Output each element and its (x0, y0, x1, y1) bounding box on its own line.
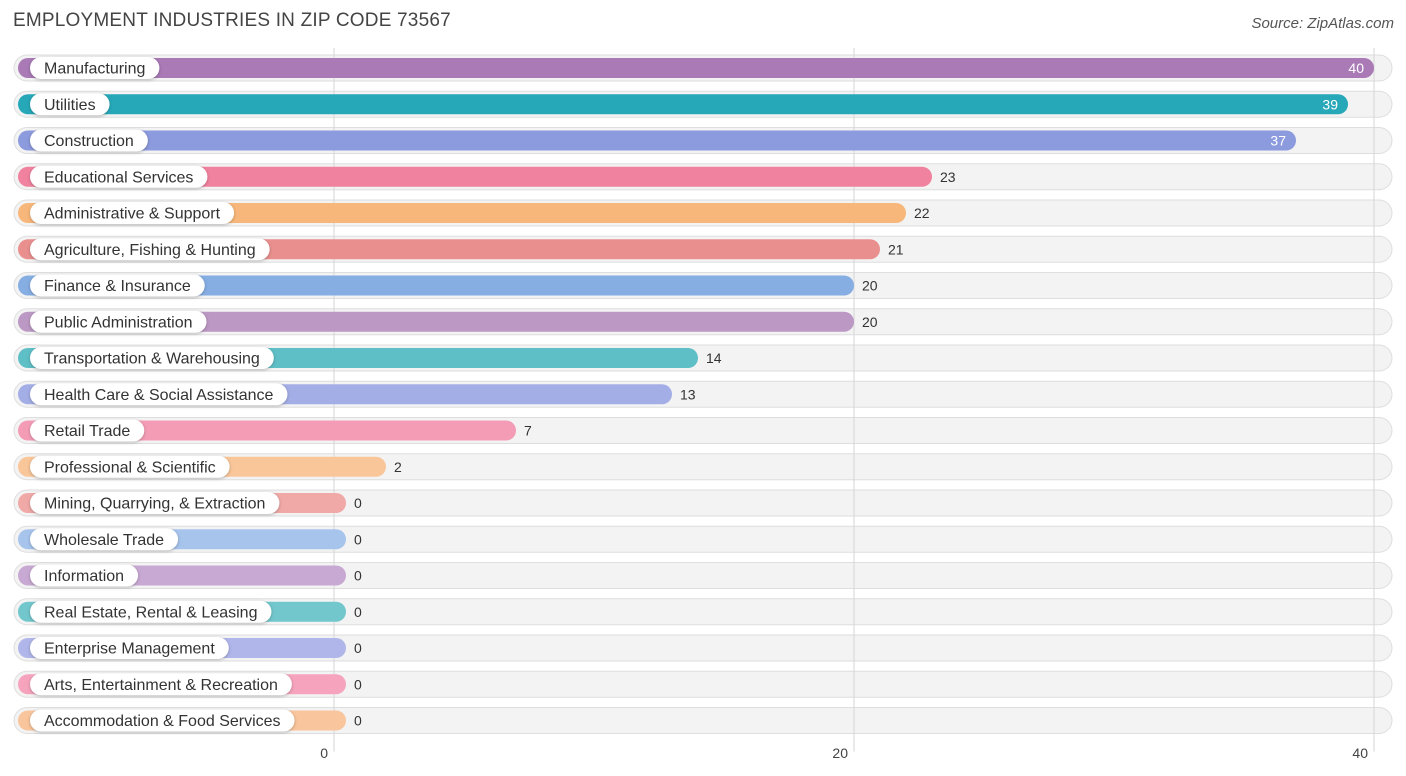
value-label: 13 (680, 386, 696, 402)
bar (18, 94, 1348, 115)
row-background (13, 598, 1393, 626)
category-label-pill (30, 492, 280, 514)
bar (18, 203, 906, 223)
category-label-pill (30, 709, 295, 732)
category-label: Enterprise Management (44, 641, 215, 658)
category-label: Real Estate, Rental & Leasing (44, 604, 257, 621)
category-label: Utilities (44, 97, 96, 114)
value-label: 0 (354, 676, 362, 692)
category-label-pill (30, 419, 145, 442)
category-label: Transportation & Warehousing (44, 351, 260, 368)
category-label: Arts, Entertainment & Recreation (44, 677, 278, 694)
row-background (13, 489, 1393, 517)
category-label: Educational Services (44, 169, 193, 186)
value-label: 20 (862, 278, 878, 294)
category-label: Manufacturing (44, 61, 145, 78)
category-label: Retail Trade (44, 423, 130, 440)
category-label-pill (30, 165, 208, 188)
category-label-pill (30, 383, 288, 406)
value-label: 2 (394, 459, 402, 475)
value-label: 20 (862, 314, 878, 330)
bar (18, 58, 1374, 78)
category-label: Administrative & Support (44, 206, 221, 223)
x-tick-label: 0 (320, 745, 328, 761)
category-label-pill (30, 347, 274, 369)
category-label: Construction (44, 133, 134, 150)
category-label-pill (30, 637, 229, 659)
bar (18, 311, 854, 332)
category-label: Finance & Insurance (44, 278, 191, 295)
value-label: 0 (354, 495, 362, 511)
category-label-pill (30, 528, 179, 551)
value-label: 0 (354, 713, 362, 729)
category-label-pill (30, 238, 270, 261)
value-label: 14 (706, 350, 722, 366)
value-label: 0 (354, 640, 362, 656)
bar (18, 166, 932, 187)
category-label: Information (44, 568, 124, 585)
value-label: 0 (354, 568, 362, 584)
category-label: Public Administration (44, 314, 193, 331)
x-tick-label: 20 (832, 745, 848, 761)
category-label-pill (30, 600, 272, 623)
category-label-pill (30, 202, 235, 224)
value-label: 22 (914, 205, 930, 221)
bar (18, 130, 1296, 151)
category-label-pill (30, 129, 148, 152)
category-label-pill (30, 93, 110, 116)
value-label: 39 (1322, 96, 1338, 112)
category-label: Agriculture, Fishing & Hunting (44, 242, 256, 259)
x-tick-label: 40 (1352, 745, 1368, 761)
category-label: Mining, Quarrying, & Extraction (44, 496, 265, 513)
category-label-pill (30, 57, 160, 79)
category-label-pill (30, 564, 139, 587)
row-background (13, 707, 1393, 734)
value-label: 21 (888, 241, 904, 257)
category-label-pill (30, 274, 205, 297)
category-label: Professional & Scientific (44, 459, 216, 476)
category-label-pill (30, 673, 292, 696)
bar (18, 275, 854, 296)
row-background (13, 670, 1393, 698)
category-label: Accommodation & Food Services (44, 713, 281, 730)
category-label: Wholesale Trade (44, 532, 164, 549)
row-background (13, 562, 1393, 589)
value-label: 0 (354, 604, 362, 620)
category-label-pill (30, 455, 230, 478)
chart-source: Source: ZipAtlas.com (1251, 15, 1394, 32)
value-label: 7 (524, 423, 532, 439)
value-label: 0 (354, 531, 362, 547)
row-background (13, 634, 1393, 662)
value-label: 23 (940, 169, 956, 185)
value-label: 37 (1270, 133, 1286, 149)
category-label: Health Care & Social Assistance (44, 387, 274, 404)
category-label-pill (30, 310, 207, 333)
value-label: 40 (1348, 60, 1364, 76)
chart-title: EMPLOYMENT INDUSTRIES IN ZIP CODE 73567 (13, 10, 451, 31)
row-background (13, 525, 1393, 553)
